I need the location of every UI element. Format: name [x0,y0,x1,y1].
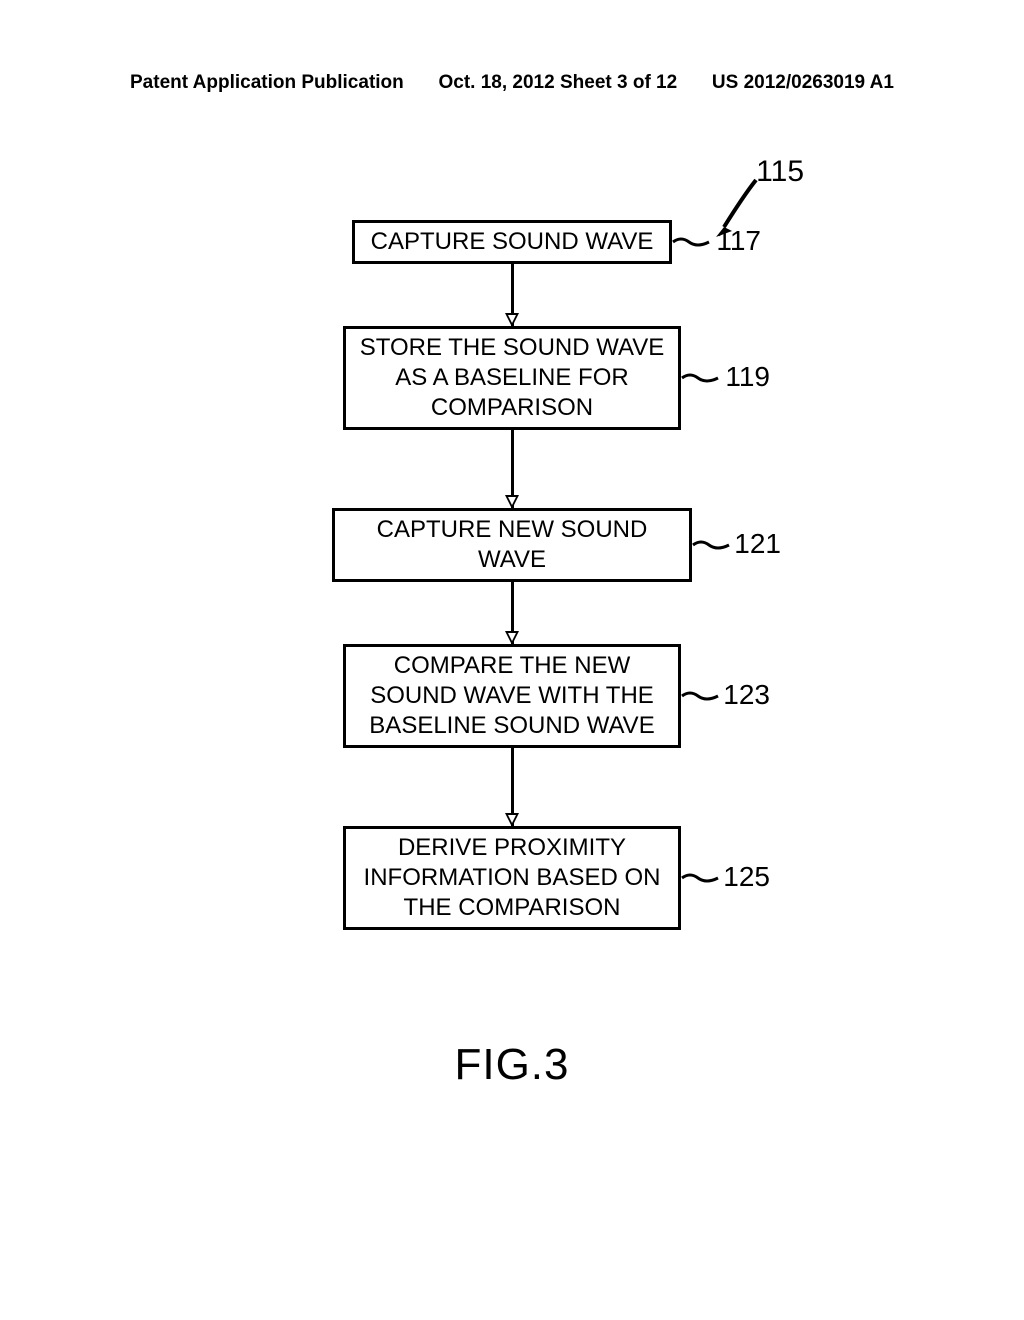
header-left: Patent Application Publication [130,72,404,94]
arrowhead-icon [505,631,519,645]
box-label: STORE THE SOUND WAVE AS A BASELINE FOR C… [360,334,665,421]
flowchart-connector [511,582,514,644]
figure-label: FIG.3 [454,1040,569,1090]
flowchart-box-compare: COMPARE THE NEW SOUND WAVE WITH THE BASE… [343,644,681,748]
flowchart-connector [511,430,514,508]
ref-number: 125 [723,859,770,894]
flowchart-box-derive: DERIVE PROXIMITY INFORMATION BASED ON TH… [343,826,681,930]
flowchart-box-capture-new: CAPTURE NEW SOUND WAVE 121 [332,508,692,582]
flowchart-box-store: STORE THE SOUND WAVE AS A BASELINE FOR C… [343,326,681,430]
box-label: CAPTURE NEW SOUND WAVE [377,516,648,573]
arrowhead-icon [505,495,519,509]
header-right: US 2012/0263019 A1 [712,72,894,94]
ref-number: 117 [716,223,761,258]
arrowhead-icon [505,813,519,827]
box-label: CAPTURE SOUND WAVE [371,228,654,255]
box-label: COMPARE THE NEW SOUND WAVE WITH THE BASE… [369,652,654,739]
ref-tick-icon [691,537,731,553]
page-header: Patent Application Publication Oct. 18, … [0,72,1024,94]
ref-number: 123 [723,677,770,712]
header-center: Oct. 18, 2012 Sheet 3 of 12 [439,72,678,94]
flowchart-connector [511,264,514,326]
ref-tick-icon [680,870,720,886]
ref-number: 121 [734,526,781,561]
flowchart-connector [511,748,514,826]
ref-tick-icon [680,370,720,386]
ref-tick-icon [671,234,711,250]
box-label: DERIVE PROXIMITY INFORMATION BASED ON TH… [364,834,661,921]
flowchart-box-capture: CAPTURE SOUND WAVE 117 [352,220,672,264]
flowchart-container: CAPTURE SOUND WAVE 117 STORE THE SOUND W… [272,220,752,930]
ref-number: 119 [725,359,770,394]
arrowhead-icon [505,313,519,327]
ref-tick-icon [680,688,720,704]
